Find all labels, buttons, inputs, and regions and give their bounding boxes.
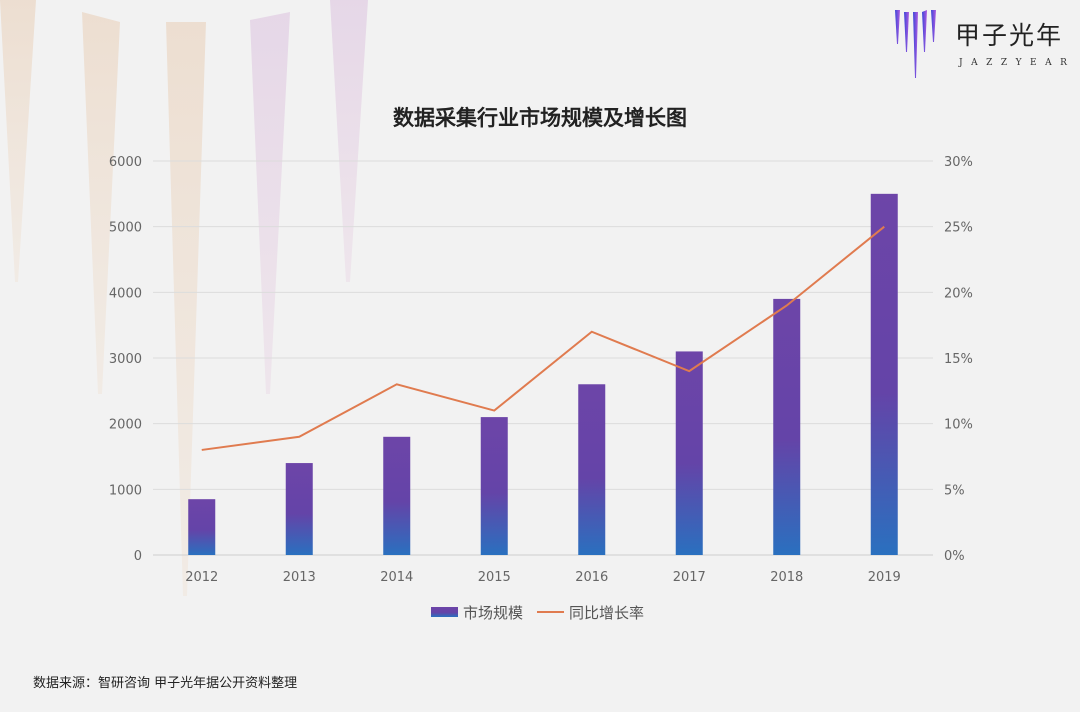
y-right-tick-label: 20% xyxy=(944,286,973,301)
y-left-tick-label: 6000 xyxy=(109,155,142,170)
bar xyxy=(383,436,411,555)
bar xyxy=(188,499,216,555)
jazzyear-logo: 甲子光年 JAZZYEAR xyxy=(893,8,1073,82)
y-right-tick-label: 0% xyxy=(944,549,965,564)
growth-rate-line xyxy=(201,225,885,451)
y-left-tick-label: 4000 xyxy=(109,286,142,301)
x-tick-label: 2014 xyxy=(380,570,413,585)
y-right-tick-label: 10% xyxy=(944,418,973,433)
y-left-tick-label: 5000 xyxy=(109,221,142,236)
y-left-tick-label: 2000 xyxy=(109,418,142,433)
x-tick-label: 2015 xyxy=(478,570,511,585)
x-tick-label: 2018 xyxy=(770,570,803,585)
y-right-tick-label: 5% xyxy=(944,483,965,498)
logo-text-cn: 甲子光年 xyxy=(955,21,1064,50)
bar xyxy=(578,384,606,555)
y-left-tick-label: 1000 xyxy=(109,483,142,498)
bar xyxy=(870,193,898,556)
bar xyxy=(285,463,313,555)
legend-label-line: 同比增长率 xyxy=(569,604,644,622)
x-tick-label: 2019 xyxy=(868,570,901,585)
bar xyxy=(480,417,508,555)
y-left-tick-label: 3000 xyxy=(109,352,142,367)
bar xyxy=(773,298,801,555)
y-left-tick-label: 0 xyxy=(134,549,142,564)
y-right-tick-label: 30% xyxy=(944,155,973,170)
y-right-tick-label: 15% xyxy=(944,352,973,367)
x-tick-label: 2013 xyxy=(283,570,316,585)
x-tick-label: 2016 xyxy=(575,570,608,585)
y-right-tick-label: 25% xyxy=(944,221,973,236)
x-tick-label: 2012 xyxy=(185,570,218,585)
x-tick-label: 2017 xyxy=(673,570,706,585)
data-source: 数据来源：智研咨询 甲子光年据公开资料整理 xyxy=(33,676,298,691)
legend-label-bar: 市场规模 xyxy=(463,604,523,622)
legend-swatch-bar xyxy=(431,607,458,617)
bar xyxy=(675,351,703,555)
chart-title: 数据采集行业市场规模及增长图 xyxy=(393,106,687,130)
logo-text-en: JAZZYEAR xyxy=(959,58,1076,68)
logo-mark-icon xyxy=(895,10,936,78)
